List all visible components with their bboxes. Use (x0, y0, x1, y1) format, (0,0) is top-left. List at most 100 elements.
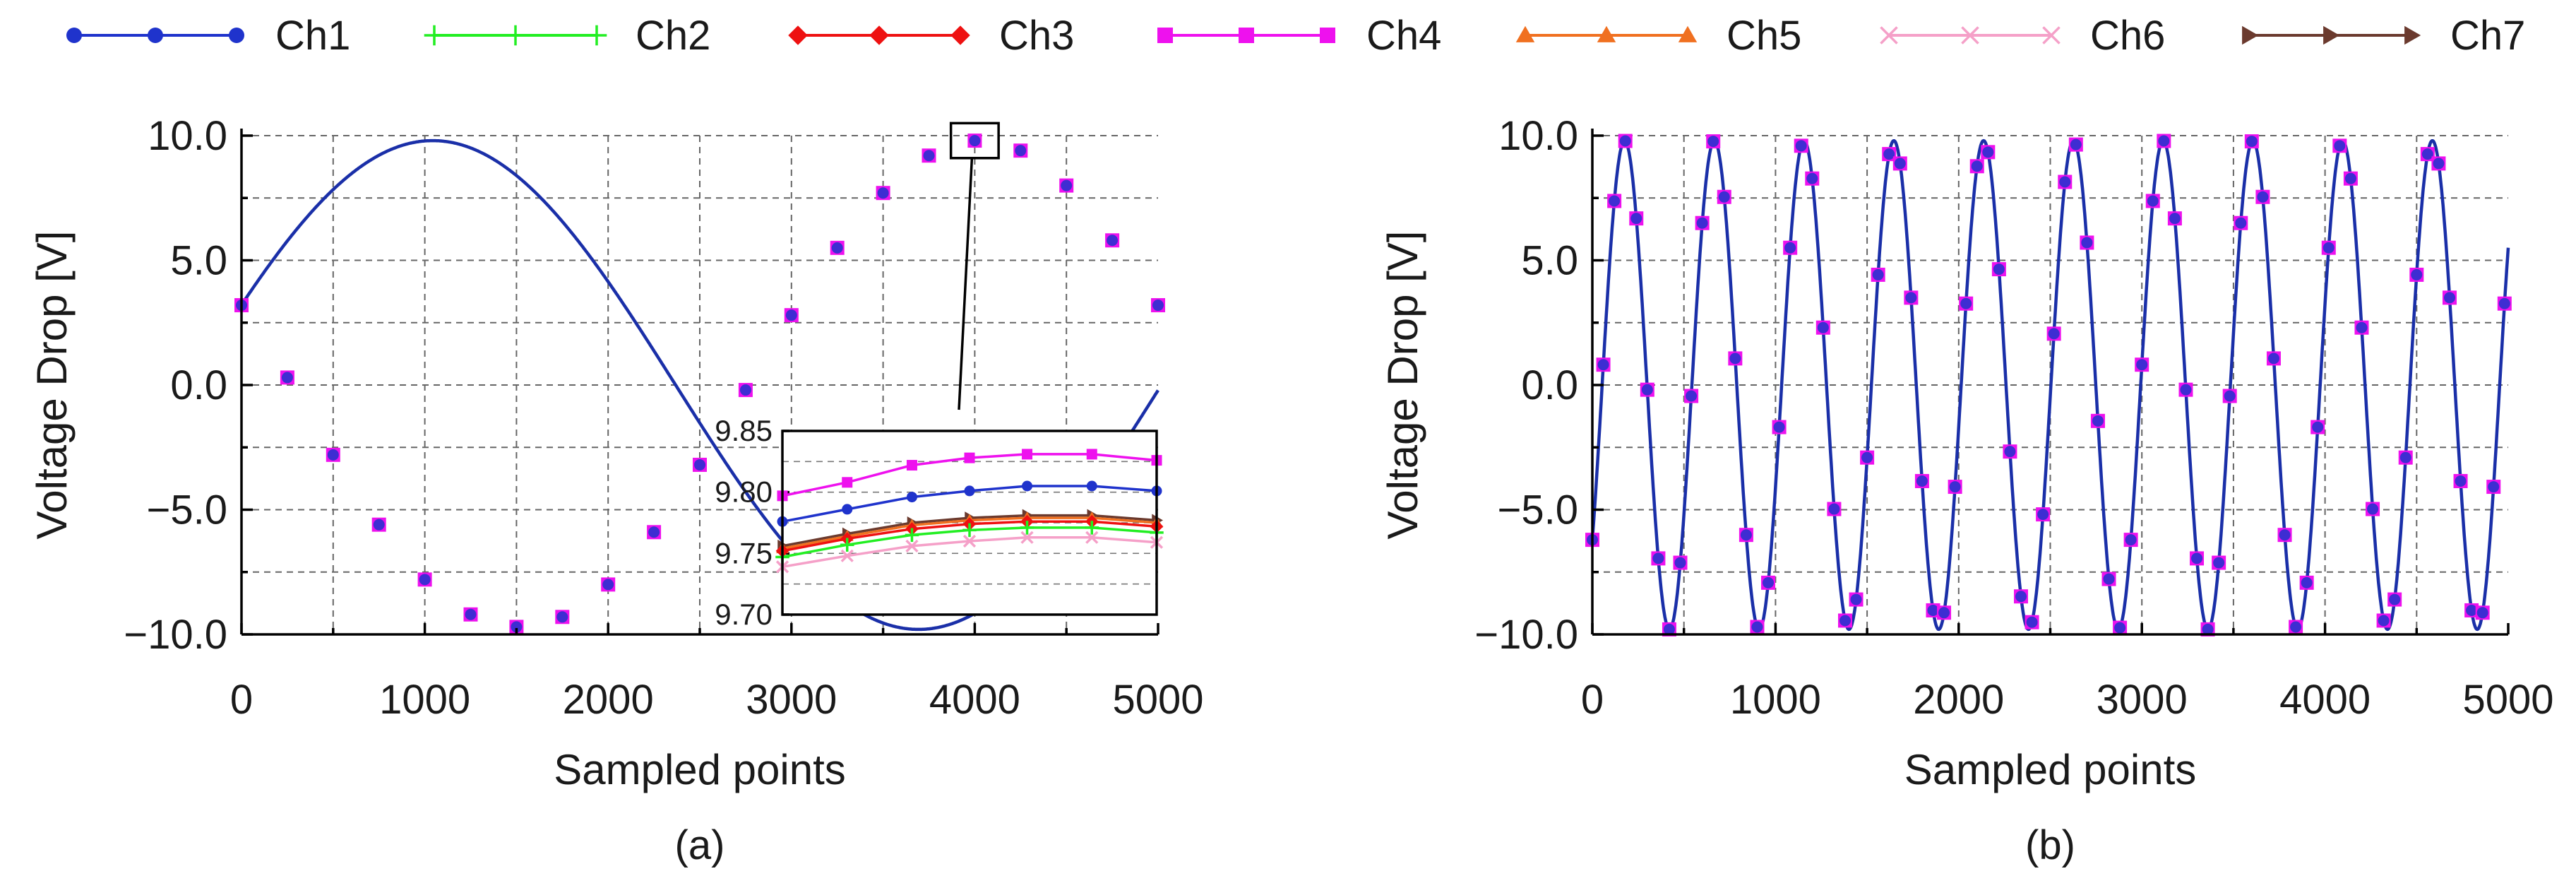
data-point (1706, 134, 1721, 149)
data-point (1717, 189, 1731, 204)
data-point (1959, 296, 1974, 311)
data-point (1151, 298, 1165, 313)
data-point (2464, 603, 2479, 617)
x-tick-label: 0 (1581, 677, 1604, 723)
data-point (2289, 620, 2303, 634)
x-tick-label: 2000 (563, 677, 654, 723)
legend-entry-ch2: Ch2 (424, 13, 710, 59)
inset-y-tick-label: 9.85 (715, 414, 773, 447)
data-point (2135, 357, 2149, 372)
data-point (371, 517, 386, 532)
data-point (1882, 147, 1897, 162)
data-point (1904, 290, 1919, 305)
data-point (1059, 178, 1074, 193)
inset-point-ch4 (964, 452, 975, 463)
data-point (2222, 389, 2237, 403)
inset-series-ch4 (777, 449, 1162, 502)
x-tick-label: 1000 (1730, 677, 1821, 723)
data-point (1860, 450, 1875, 465)
data-point (280, 370, 294, 385)
zoom-connector (958, 158, 974, 410)
data-point (1948, 480, 1962, 495)
data-point (1969, 159, 1984, 174)
legend-label-ch6: Ch6 (2090, 13, 2165, 59)
data-point (922, 148, 936, 163)
inset-point-ch6 (1085, 531, 1099, 544)
data-point (1607, 194, 1622, 208)
panel-a-inset: 9.70 9.75 9.80 9.85 (715, 414, 1164, 631)
inset-y-tick-label: 9.75 (715, 536, 773, 569)
inset-point-ch1 (1022, 480, 1033, 492)
data-point (784, 308, 799, 323)
data-point (2354, 320, 2369, 335)
data-point (1914, 473, 1929, 488)
x-tick-label: 2000 (1913, 677, 2004, 723)
x-tick-label: 0 (230, 677, 253, 723)
inset-y-tick-label: 9.70 (715, 598, 773, 631)
data-point (1651, 551, 1666, 566)
data-point (2299, 575, 2314, 590)
legend-label-ch4: Ch4 (1366, 13, 1441, 59)
panel-a: 9.70 9.75 9.80 9.85 0 1000 2000 3000 4000 5000 −1… (28, 113, 1204, 868)
inset-frame (781, 430, 1158, 616)
x-tick-label: 5000 (1112, 677, 1203, 723)
y-tick-label: 0.0 (170, 362, 227, 408)
data-point (2003, 444, 2017, 459)
data-point (2431, 156, 2446, 171)
data-point (2332, 138, 2347, 153)
data-point (1871, 267, 1885, 282)
inset-point-ch1 (906, 492, 917, 503)
data-point (2255, 189, 2270, 204)
data-point (2376, 613, 2391, 628)
legend-marker-ch1 (66, 28, 82, 43)
inset-point-ch6 (1020, 531, 1034, 544)
y-tick-label: 5.0 (1521, 238, 1578, 284)
data-point (738, 383, 753, 398)
data-point (1684, 389, 1699, 403)
data-point (2310, 420, 2325, 434)
data-point (2343, 171, 2358, 186)
panel-a-zoom-indicator (949, 122, 1000, 410)
data-point (830, 240, 845, 255)
data-point (2321, 240, 2336, 255)
panel-a-axes: 0 1000 2000 3000 4000 5000 −10.0 −5.0 0.0 5.0 10.0 (124, 113, 1203, 723)
legend-label-ch1: Ch1 (275, 13, 350, 59)
panel-b-xlabel: Sampled points (1904, 746, 2197, 793)
data-point (2442, 290, 2457, 305)
legend-marker-ch1 (148, 28, 163, 43)
data-point (1695, 215, 1710, 230)
panel-b-axes: 0 1000 2000 3000 4000 5000 −10.0 −5.0 0.0 5.0 10.0 (1474, 113, 2553, 723)
y-tick-label: 10.0 (148, 113, 227, 159)
data-point (1991, 262, 2006, 277)
x-tick-label: 4000 (929, 677, 1020, 723)
data-point (509, 620, 524, 634)
legend-marker-ch2 (505, 25, 526, 46)
inset-point-ch4 (1086, 449, 1097, 460)
data-point (2387, 592, 2402, 607)
inset-point-ch4 (842, 477, 853, 488)
data-point (326, 447, 340, 462)
data-point (1849, 592, 1864, 607)
data-point (2475, 605, 2490, 620)
x-tick-label: 3000 (2097, 677, 2188, 723)
data-point (1673, 555, 1688, 570)
legend-marker-ch6 (2042, 26, 2061, 45)
legend-marker-ch3 (950, 25, 970, 45)
data-point (1937, 605, 1952, 620)
legend-marker-ch7 (2242, 25, 2259, 45)
legend-marker-ch7 (2323, 25, 2340, 45)
data-point (2113, 620, 2128, 635)
inset-point-ch4 (906, 460, 917, 471)
data-point (1728, 351, 1743, 366)
panel-a-grid (242, 135, 1158, 634)
data-point (1739, 528, 1753, 543)
zoom-box (949, 122, 1000, 160)
y-tick-label: −5.0 (1498, 487, 1579, 533)
panel-b-data (1585, 134, 2512, 637)
legend-marker-ch4 (1320, 28, 1335, 43)
inset-point-ch6 (905, 539, 919, 553)
legend-marker-ch2 (424, 25, 445, 46)
data-point (2266, 351, 2281, 366)
data-point (1596, 357, 1611, 372)
